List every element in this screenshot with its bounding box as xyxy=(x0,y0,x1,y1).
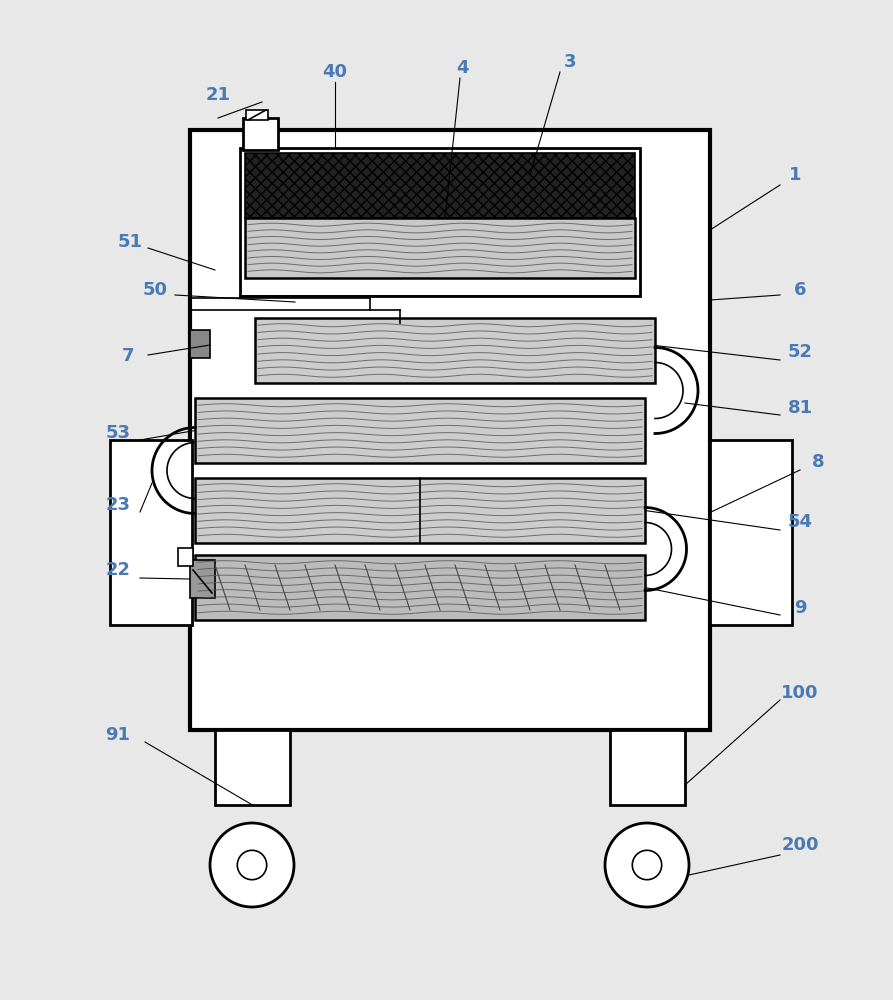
Text: 53: 53 xyxy=(105,424,130,442)
Text: 22: 22 xyxy=(105,561,130,579)
Bar xyxy=(610,730,685,805)
Text: 52: 52 xyxy=(788,343,813,361)
Bar xyxy=(243,118,278,150)
Text: 40: 40 xyxy=(322,63,347,81)
Bar xyxy=(190,560,215,598)
Text: 100: 100 xyxy=(781,684,819,702)
Bar xyxy=(255,318,655,383)
Bar xyxy=(240,148,640,296)
Text: 51: 51 xyxy=(118,233,143,251)
Bar xyxy=(245,218,635,278)
Bar xyxy=(190,130,710,730)
Text: 4: 4 xyxy=(455,59,468,77)
Bar xyxy=(710,440,792,625)
Text: 23: 23 xyxy=(105,496,130,514)
Text: 7: 7 xyxy=(121,347,134,365)
Bar xyxy=(245,153,635,218)
Text: 8: 8 xyxy=(812,453,824,471)
Text: 21: 21 xyxy=(205,86,230,104)
Bar xyxy=(195,478,645,543)
Bar xyxy=(246,110,268,120)
Circle shape xyxy=(605,823,689,907)
Circle shape xyxy=(632,850,662,880)
Bar xyxy=(178,548,193,566)
Circle shape xyxy=(238,850,267,880)
Bar xyxy=(195,555,645,620)
Circle shape xyxy=(210,823,294,907)
Text: 54: 54 xyxy=(788,513,813,531)
Bar xyxy=(215,730,290,805)
Bar xyxy=(245,153,635,218)
Bar xyxy=(110,440,192,625)
Text: 3: 3 xyxy=(563,53,576,71)
Text: 6: 6 xyxy=(794,281,806,299)
Text: 9: 9 xyxy=(794,599,806,617)
Bar xyxy=(195,398,645,463)
Bar xyxy=(190,330,210,358)
Text: 200: 200 xyxy=(781,836,819,854)
Text: 50: 50 xyxy=(143,281,168,299)
Text: 91: 91 xyxy=(105,726,130,744)
Text: 1: 1 xyxy=(789,166,801,184)
Text: 81: 81 xyxy=(788,399,813,417)
